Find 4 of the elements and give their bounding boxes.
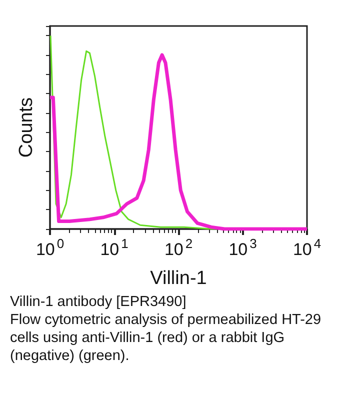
text: Villin-1 antibody [EPR3490] [10, 293, 188, 311]
y-axis-title: Counts [16, 97, 37, 158]
x-axis-title: Villin-1 [150, 268, 207, 289]
text: Flow cytometric analysis of permeabilized HT-29 cells using anti-Villin-1 (red) or a rabbit IgG (negative) (green). [10, 311, 322, 365]
